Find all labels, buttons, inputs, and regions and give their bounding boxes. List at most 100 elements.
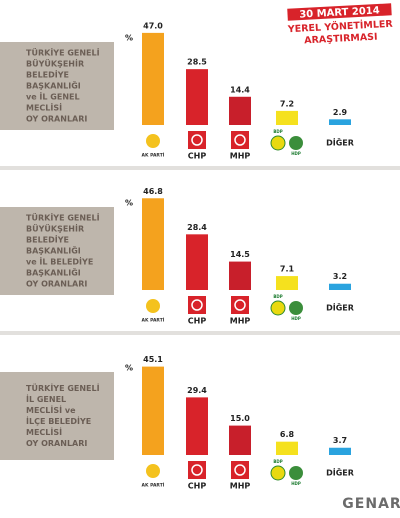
logo-detail xyxy=(191,299,203,311)
bar xyxy=(276,110,298,125)
category-label: CHP xyxy=(188,152,207,161)
category-label: BDP xyxy=(273,459,282,464)
bar xyxy=(329,447,351,455)
category-label: MHP xyxy=(230,317,251,326)
title-box xyxy=(0,207,114,295)
bar xyxy=(329,283,351,290)
value-label: 14.5 xyxy=(230,250,250,259)
chart-title-line: TÜRKİYE GENELİ xyxy=(26,383,100,393)
bar xyxy=(142,366,164,455)
bar xyxy=(186,234,208,290)
bar xyxy=(142,32,164,125)
chart-title-line: MECLİSİ xyxy=(26,103,62,113)
chart-title-line: MECLİSİ ve xyxy=(26,405,76,415)
chart-title-line: BAŞKANLIĞI xyxy=(26,245,81,256)
chart-title-line: BELEDİYE xyxy=(26,70,69,80)
value-label: 14.4 xyxy=(230,85,250,94)
header-banner: 30 MART 2014 YEREL YÖNETİMLER ARAŞTIRMAS… xyxy=(287,3,394,47)
chart-title-line: TÜRKİYE GENELİ xyxy=(26,48,100,58)
value-label: 6.8 xyxy=(280,430,295,439)
chart-title-line: MECLİSİ xyxy=(26,427,62,437)
bar xyxy=(186,397,208,455)
party-logo xyxy=(270,300,286,316)
logo-detail xyxy=(234,299,246,311)
value-label: 29.4 xyxy=(187,386,207,395)
category-label: DİĞER xyxy=(326,467,354,478)
chart-title-line: BELEDİYE xyxy=(26,235,69,245)
value-label: 28.5 xyxy=(187,58,207,67)
party-logo xyxy=(289,301,303,315)
bar xyxy=(229,425,251,455)
category-label: AK PARTİ xyxy=(142,317,165,324)
y-axis-label: % xyxy=(125,34,133,43)
category-label: AK PARTİ xyxy=(142,482,165,489)
party-logo xyxy=(146,134,160,148)
logo-detail xyxy=(191,464,203,476)
value-label: 7.1 xyxy=(280,265,295,274)
chart-title-line: OY ORANLARI xyxy=(26,115,87,124)
y-axis-label: % xyxy=(125,199,133,208)
category-label: AK PARTİ xyxy=(142,152,165,159)
category-label: BDP xyxy=(273,294,282,299)
chart-title-line: OY ORANLARI xyxy=(26,439,87,448)
value-label: 3.7 xyxy=(333,436,347,445)
banner-date: 30 MART 2014 xyxy=(299,5,380,20)
chart-title-line: BAŞKANLIĞI xyxy=(26,80,81,91)
value-label: 45.1 xyxy=(143,355,163,364)
second-logo-label: HDP xyxy=(291,316,301,321)
title-box xyxy=(0,372,114,460)
chart-title-line: TÜRKİYE GENELİ xyxy=(26,213,100,223)
category-label: CHP xyxy=(188,482,207,491)
category-label: BDP xyxy=(273,129,282,134)
category-label: MHP xyxy=(230,152,251,161)
party-logo xyxy=(146,464,160,478)
logo-detail xyxy=(191,134,203,146)
separator xyxy=(0,166,400,170)
party-logo xyxy=(231,296,249,314)
bar xyxy=(229,96,251,125)
party-logo xyxy=(289,136,303,150)
category-label: DİĞER xyxy=(326,137,354,148)
bar xyxy=(186,69,208,125)
title-box xyxy=(0,42,114,130)
second-logo-label: HDP xyxy=(291,151,301,156)
value-label: 47.0 xyxy=(143,21,163,30)
chart-title-line: BÜYÜKŞEHİR xyxy=(26,224,84,234)
banner-strip xyxy=(287,3,392,21)
chart-title-line: OY ORANLARI xyxy=(26,280,87,289)
value-label: 7.2 xyxy=(280,99,294,108)
bar xyxy=(229,261,251,290)
bar xyxy=(276,441,298,455)
category-label: CHP xyxy=(188,317,207,326)
bar xyxy=(142,198,164,290)
party-logo xyxy=(146,299,160,313)
chart-title-line: BAŞKANLIĞI xyxy=(26,267,81,278)
footer-brand: GENAR xyxy=(342,496,400,512)
chart-title-line: ve İL GENEL xyxy=(26,92,80,102)
value-label: 2.9 xyxy=(333,108,348,117)
chart-title-line: BÜYÜKŞEHİR xyxy=(26,59,84,69)
chart-title-line: İL GENEL xyxy=(26,394,66,404)
party-logo xyxy=(188,461,206,479)
value-label: 3.2 xyxy=(333,272,347,281)
party-logo xyxy=(270,135,286,151)
party-logo xyxy=(188,296,206,314)
y-axis-label: % xyxy=(125,364,133,373)
value-label: 46.8 xyxy=(143,187,163,196)
separator xyxy=(0,331,400,335)
bar xyxy=(329,119,351,125)
party-logo xyxy=(188,131,206,149)
party-logo xyxy=(289,466,303,480)
category-label: MHP xyxy=(230,482,251,491)
logo-detail xyxy=(234,464,246,476)
party-logo xyxy=(231,131,249,149)
party-logo xyxy=(231,461,249,479)
logo-detail xyxy=(234,134,246,146)
banner-line: ARAŞTIRMASI xyxy=(304,32,378,47)
value-label: 15.0 xyxy=(230,414,250,423)
category-label: DİĞER xyxy=(326,302,354,313)
second-logo-label: HDP xyxy=(291,481,301,486)
bar xyxy=(276,276,298,290)
party-logo xyxy=(270,465,286,481)
